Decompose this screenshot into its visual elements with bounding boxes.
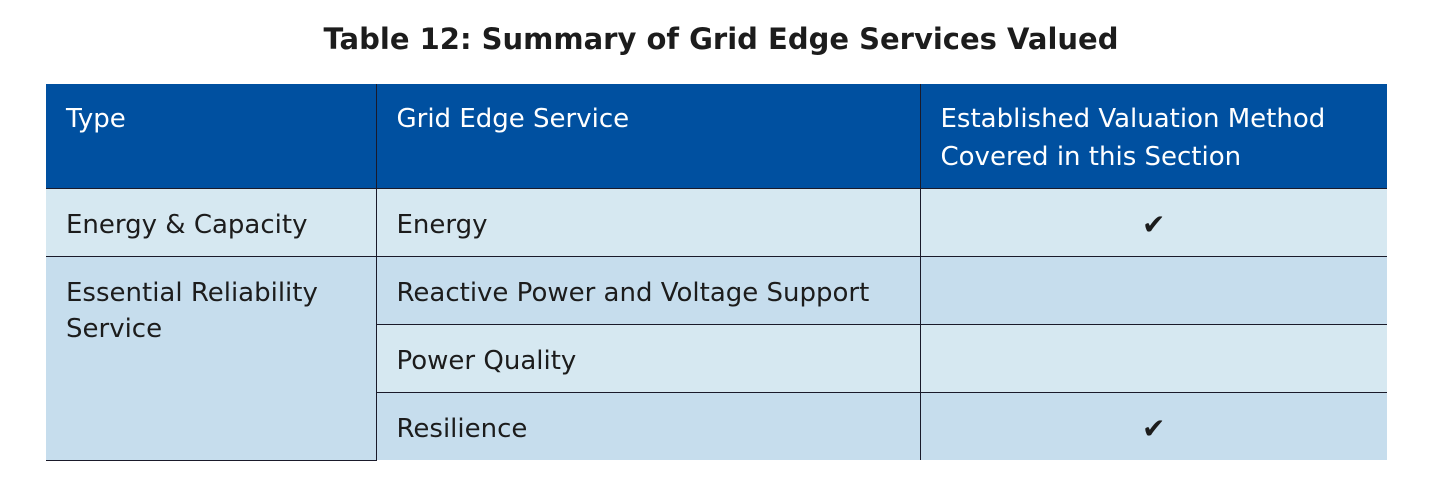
table-row: Energy & Capacity Energy ✔	[46, 187, 1387, 257]
method-cell: ✔	[919, 187, 1387, 257]
table-title: Table 12: Summary of Grid Edge Services …	[323, 22, 1119, 56]
method-cell	[919, 255, 1387, 325]
services-table: Type Grid Edge Service Established Valuati…	[46, 84, 1387, 461]
service-cell: Resilience	[376, 391, 921, 460]
table-row: Essential Reliability Service Reactive Po…	[46, 255, 1387, 461]
table-row: Power Quality	[46, 323, 1387, 393]
header-row: Type Grid Edge Service Established Valuati…	[46, 84, 1387, 188]
service-cell: Energy	[375, 187, 921, 257]
service-cell: Reactive Power and Voltage Support	[375, 255, 921, 325]
service-cell: Power Quality	[376, 323, 921, 393]
type-cell: Essential Reliability Service	[46, 255, 377, 461]
header-cell: Grid Edge Service	[375, 84, 920, 188]
header-cell: Established Valuation Method Covered in …	[919, 84, 1387, 188]
header-cell: Type	[46, 84, 376, 188]
method-cell: ✔	[919, 391, 1387, 460]
method-cell	[919, 323, 1387, 393]
type-cell: Energy & Capacity	[46, 187, 377, 257]
